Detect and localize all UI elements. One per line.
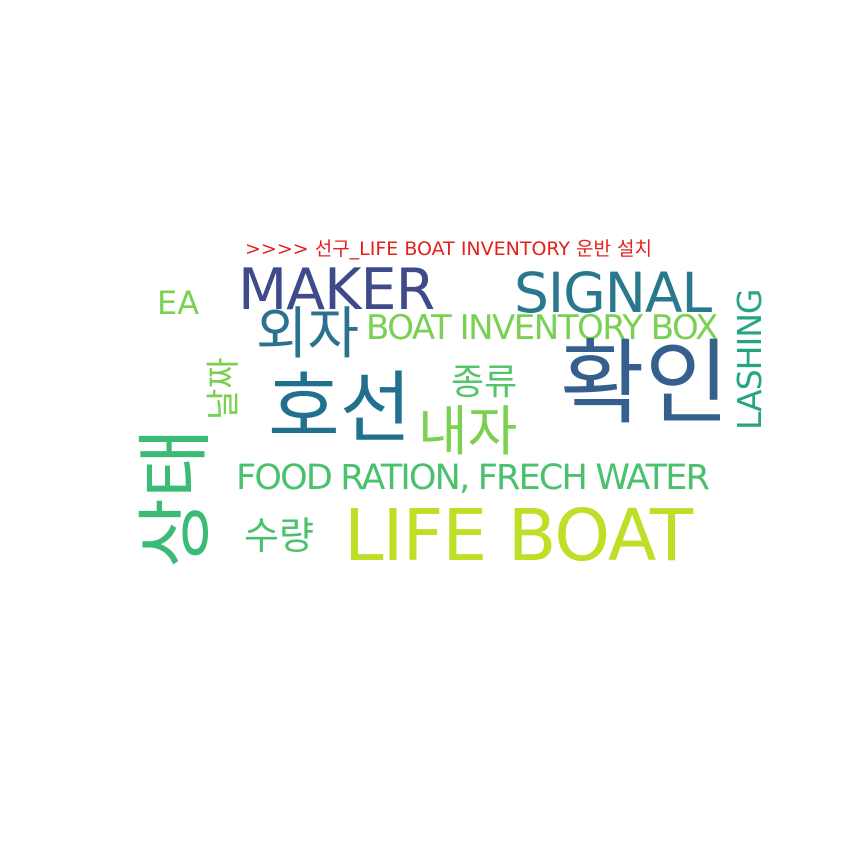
word-ea: EA [157,284,200,322]
word-hoseon: 호선 [268,364,412,454]
word-maker: MAKER [238,257,435,323]
chart-title: >>>> 선구_LIFE BOAT INVENTORY 운반 설치 [245,238,653,260]
word-signal: SIGNAL [514,261,712,325]
word-boat-inventory-box: BOAT INVENTORY BOX [366,308,718,348]
word-suryang: 수량 [244,514,314,558]
word-sangtae: 상태 [131,428,220,568]
word-oeja: 외자 [256,302,360,367]
word-jongryu: 종류 [451,362,518,403]
word-lashing: LASHING [730,289,769,430]
word-life-boat: LIFE BOAT [344,494,693,577]
word-food-ration: FOOD RATION, FRECH WATER [236,458,710,498]
word-nalzza: 날짜 [204,357,244,420]
word-hwagin: 확인 [560,330,730,437]
word-naeja: 내자 [418,400,518,463]
